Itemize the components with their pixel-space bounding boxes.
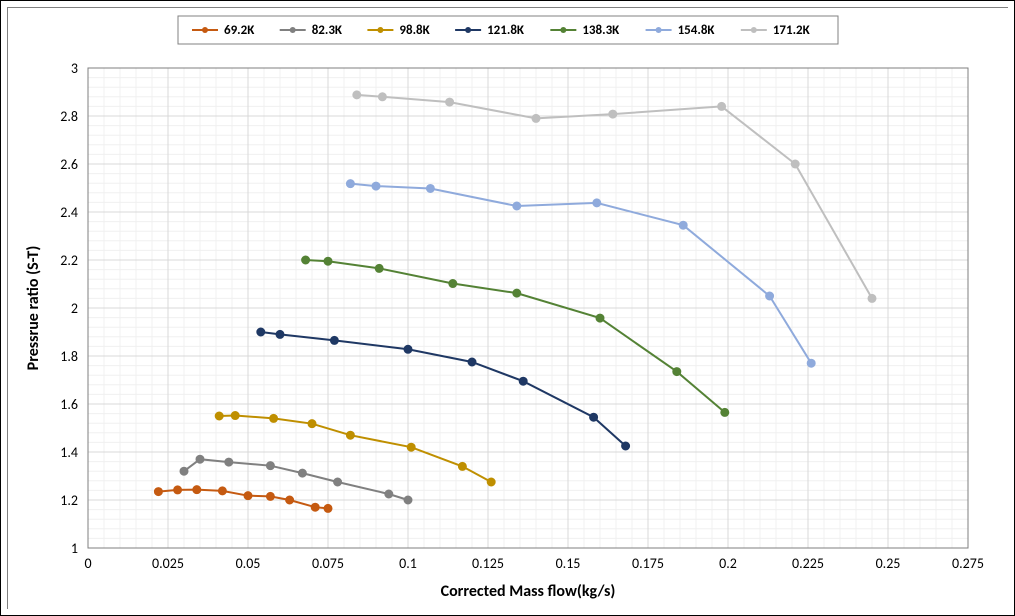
data-point <box>446 98 454 106</box>
data-point <box>244 492 252 500</box>
x-tick: 0.175 <box>632 555 664 572</box>
y-tick: 2.4 <box>60 204 78 221</box>
y-tick: 1.8 <box>60 348 78 365</box>
data-point <box>404 496 412 504</box>
data-point <box>487 478 495 486</box>
x-tick: 0.2 <box>719 555 737 572</box>
data-point <box>154 488 162 496</box>
chart-inner-frame: 0 0.025 0.05 0.075 0.1 0.125 0.15 0.175 0.2 0.225… <box>7 7 1008 609</box>
data-point <box>276 330 284 338</box>
y-tick: 1.2 <box>60 492 78 509</box>
data-point <box>596 314 604 322</box>
data-point <box>449 280 457 288</box>
data-point <box>346 180 354 188</box>
data-point <box>266 492 274 500</box>
data-point <box>311 503 319 511</box>
data-point <box>532 114 540 122</box>
x-tick: 0 <box>84 555 91 572</box>
y-tick: 2.8 <box>60 108 78 125</box>
x-tick: 0.125 <box>472 555 504 572</box>
x-tick: 0.075 <box>312 555 344 572</box>
x-tick: 0.15 <box>556 555 581 572</box>
legend: 69.2K 82.3K 98.8K 121.8K 138.3K 154.8K 171.2K <box>178 16 838 44</box>
y-tick: 1 <box>71 540 78 557</box>
data-point <box>218 487 226 495</box>
data-point <box>791 160 799 168</box>
chart-outer-frame: 0 0.025 0.05 0.075 0.1 0.125 0.15 0.175 0.2 0.225… <box>0 0 1015 616</box>
legend-label: 69.2K <box>224 23 255 38</box>
data-point <box>404 345 412 353</box>
data-point <box>593 199 601 207</box>
data-point <box>372 182 380 190</box>
data-point <box>458 462 466 470</box>
data-point <box>180 467 188 475</box>
data-point <box>513 202 521 210</box>
data-point <box>257 328 265 336</box>
x-tick: 0.225 <box>792 555 824 572</box>
x-axis-title: Corrected Mass flow(kg/s) <box>441 582 616 601</box>
data-point <box>353 91 361 99</box>
y-tick: 2 <box>71 300 78 317</box>
data-point <box>196 455 204 463</box>
data-point <box>375 264 383 272</box>
data-point <box>298 469 306 477</box>
data-point <box>766 292 774 300</box>
data-point <box>270 414 278 422</box>
data-point <box>673 368 681 376</box>
data-point <box>385 490 393 498</box>
x-tick: 0.05 <box>236 555 261 572</box>
legend-label: 154.8K <box>678 23 716 38</box>
data-point <box>679 221 687 229</box>
data-point <box>378 93 386 101</box>
data-point <box>286 496 294 504</box>
y-tick: 2.2 <box>60 252 78 269</box>
compressor-map-chart: 0 0.025 0.05 0.075 0.1 0.125 0.15 0.175 0.2 0.225… <box>8 8 1009 610</box>
y-tick: 1.6 <box>60 396 78 413</box>
y-tick: 2.6 <box>60 156 78 173</box>
data-point <box>334 478 342 486</box>
data-point <box>174 486 182 494</box>
legend-label: 171.2K <box>773 23 811 38</box>
data-point <box>609 110 617 118</box>
x-tick: 0.1 <box>399 555 417 572</box>
data-point <box>324 504 332 512</box>
x-tick: 0.25 <box>876 555 901 572</box>
data-point <box>324 257 332 265</box>
data-point <box>215 412 223 420</box>
data-point <box>513 289 521 297</box>
x-tick: 0.025 <box>152 555 184 572</box>
data-point <box>468 358 476 366</box>
legend-label: 98.8K <box>399 23 430 38</box>
data-point <box>193 486 201 494</box>
data-point <box>330 336 338 344</box>
data-point <box>225 458 233 466</box>
x-tick: 0.275 <box>952 555 984 572</box>
y-axis-title: Pressrue ratio (S-T) <box>24 246 43 371</box>
legend-label: 138.3K <box>582 23 620 38</box>
data-point <box>346 431 354 439</box>
legend-label: 121.8K <box>487 23 525 38</box>
data-point <box>407 443 415 451</box>
data-point <box>519 377 527 385</box>
data-point <box>807 359 815 367</box>
data-point <box>266 462 274 470</box>
data-point <box>718 102 726 110</box>
y-tick: 1.4 <box>60 444 78 461</box>
data-point <box>590 413 598 421</box>
data-point <box>622 442 630 450</box>
data-point <box>231 412 239 420</box>
data-point <box>868 294 876 302</box>
data-point <box>302 256 310 264</box>
data-point <box>308 420 316 428</box>
legend-label: 82.3K <box>312 23 343 38</box>
y-tick: 3 <box>71 60 78 77</box>
data-point <box>721 408 729 416</box>
data-point <box>426 184 434 192</box>
